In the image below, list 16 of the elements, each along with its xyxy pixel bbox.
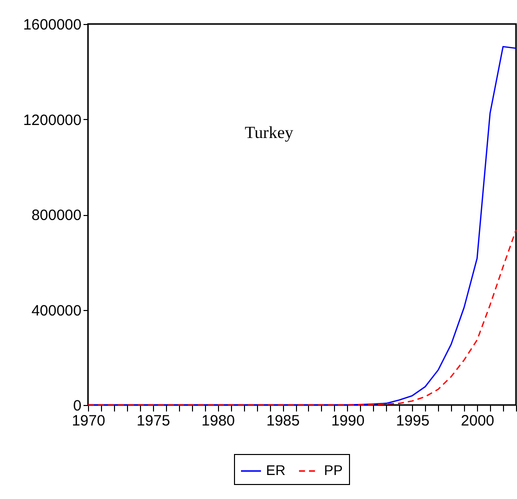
- y-tick-label: 800000: [31, 207, 82, 224]
- legend-label: PP: [324, 462, 343, 478]
- y-tick-label: 1200000: [23, 112, 82, 129]
- x-tick-label: 2000: [460, 412, 494, 430]
- x-tick-label: 1970: [72, 412, 106, 430]
- y-tick-label: 0: [73, 398, 82, 414]
- x-tick-label: 1980: [202, 412, 235, 430]
- legend-label: ER: [266, 462, 286, 478]
- x-tick-label: 1985: [266, 412, 300, 430]
- x-tick-label: 1990: [331, 412, 365, 430]
- line-series: [87, 229, 517, 406]
- y-tick-label: 400000: [31, 302, 82, 320]
- x-tick-label: 1975: [136, 412, 170, 430]
- x-tick-label: 1995: [396, 412, 430, 430]
- annotation: Turkey: [244, 123, 294, 142]
- y-tick-label: 1600000: [23, 16, 82, 34]
